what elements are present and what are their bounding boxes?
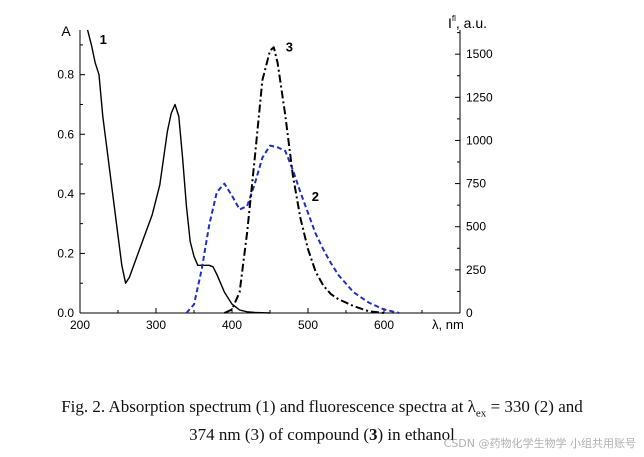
x-tick-label: 600 xyxy=(374,318,394,332)
y-left-tick-label: 0.4 xyxy=(57,187,74,201)
y-left-axis-label: A xyxy=(61,23,71,39)
caption-text: 374 nm (3) of compound ( xyxy=(189,425,369,445)
y-right-tick-label: 0 xyxy=(466,306,473,320)
caption-bold: 3 xyxy=(368,425,378,445)
labels-layer: 200 300 400 500 600 0.0 0.2 0.4 0.6 0.8 0 250 500 750… xyxy=(57,14,493,332)
caption-text: = 330 (2) and xyxy=(486,397,583,416)
x-tick-label: 500 xyxy=(298,318,318,332)
x-tick-label: 200 xyxy=(70,318,90,332)
y-right-axis-label: Ifl, a.u. xyxy=(448,14,487,31)
y-right-label-sup: fl xyxy=(452,14,456,23)
y-right-label-main: I xyxy=(448,15,452,31)
x-axis-label: λ, nm xyxy=(432,317,464,332)
x-tick-label: 300 xyxy=(146,318,166,332)
series-2-line xyxy=(185,144,400,314)
figure-caption: Fig. 2. Absorption spectrum (1) and fluo… xyxy=(0,396,644,446)
y-right-label-suffix: , a.u. xyxy=(456,15,487,31)
series-1-line xyxy=(86,29,271,314)
y-left-tick-label: 0.0 xyxy=(57,306,74,320)
y-right-tick-label: 250 xyxy=(466,263,486,277)
caption-subscript: ex xyxy=(475,407,487,420)
y-right-tick-label: 1000 xyxy=(466,133,493,147)
series-1-label: 1 xyxy=(100,32,107,47)
series-3-line xyxy=(223,46,385,314)
caption-text: Fig. 2. Absorption spectrum (1) and fluo… xyxy=(61,397,476,416)
series-3-label: 3 xyxy=(286,39,293,54)
watermark: CSDN @药物化学生物学 小组共用账号 xyxy=(443,437,636,450)
spectra-chart: 200 300 400 500 600 0.0 0.2 0.4 0.6 0.8 0 250 500 750… xyxy=(57,14,493,332)
series-layer xyxy=(86,29,400,314)
y-right-tick-label: 1500 xyxy=(466,47,493,61)
caption-line-2: 374 nm (3) of compound (3) in ethanol xyxy=(0,424,644,446)
caption-line-1: Fig. 2. Absorption spectrum (1) and fluo… xyxy=(0,396,644,424)
y-left-tick-label: 0.8 xyxy=(57,68,74,82)
caption-text: ) in ethanol xyxy=(377,425,455,445)
y-right-tick-label: 500 xyxy=(466,220,486,234)
x-tick-label: 400 xyxy=(222,318,242,332)
y-left-tick-label: 0.2 xyxy=(57,246,74,260)
series-2-label: 2 xyxy=(312,189,319,204)
y-right-tick-label: 750 xyxy=(466,177,486,191)
y-right-tick-label: 1250 xyxy=(466,90,493,104)
chart-axes xyxy=(79,30,461,314)
y-left-tick-label: 0.6 xyxy=(57,127,74,141)
